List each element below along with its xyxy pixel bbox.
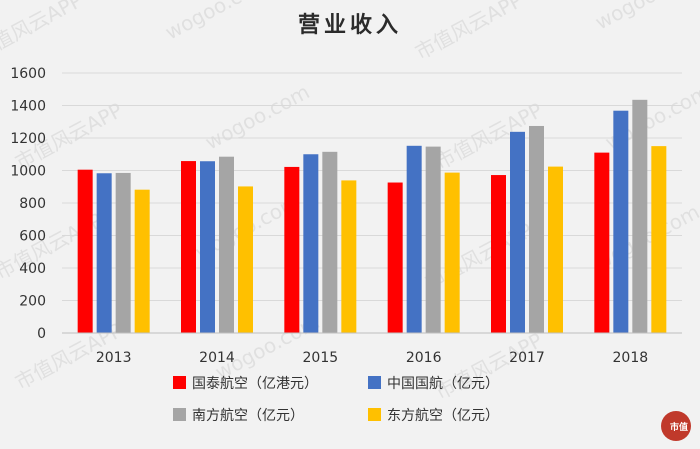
x-tick-label: 2013 (96, 350, 132, 366)
y-tick-label: 1400 (10, 99, 46, 115)
legend-swatch (368, 408, 381, 421)
y-tick-label: 1000 (10, 164, 46, 180)
watermark-text: 市值风云APP (431, 328, 546, 405)
legend-swatch (368, 376, 381, 389)
bar (284, 166, 300, 333)
bar (115, 172, 131, 333)
bar (322, 151, 338, 333)
bar (303, 154, 319, 333)
logo-text: 市值 (670, 421, 688, 433)
grid-lines (62, 72, 682, 301)
logo-badge (661, 411, 691, 441)
legend: 国泰航空（亿港元） 中国国航（亿元） 南方航空（亿元） 东方航空（亿元） (173, 376, 499, 424)
bar (238, 186, 253, 333)
bar (341, 180, 357, 333)
bar (510, 131, 525, 333)
watermark-text: 市值风云APP (0, 0, 86, 64)
y-tick-label: 1600 (10, 66, 46, 82)
y-tick-label: 0 (37, 326, 46, 342)
bar (651, 146, 667, 333)
watermark-text: 市值风云APP (411, 0, 526, 64)
bar (594, 152, 610, 333)
y-tick-label: 200 (19, 294, 46, 310)
bar (96, 173, 112, 333)
y-tick-label: 800 (19, 196, 46, 212)
bar (134, 189, 150, 333)
bar (387, 182, 403, 333)
bar (613, 110, 629, 333)
bars (77, 99, 667, 333)
bar (181, 161, 196, 333)
y-tick-label: 600 (19, 229, 46, 245)
legend-swatch (173, 376, 186, 389)
watermark-text: wogoo.com (591, 0, 700, 34)
bar (491, 175, 506, 333)
chart-title: 营业收入 (298, 12, 402, 38)
bar (529, 125, 544, 333)
brand-logo: 市值 (661, 411, 691, 441)
x-tick-label: 2017 (509, 350, 545, 366)
legend-label: 东方航空（亿元） (387, 408, 499, 424)
watermark-text: wogoo.com (161, 0, 273, 44)
y-tick-label: 400 (19, 261, 46, 277)
legend-label: 国泰航空（亿港元） (192, 376, 318, 392)
bar (444, 172, 460, 333)
bar (200, 161, 215, 333)
x-tick-label: 2016 (406, 350, 442, 366)
legend-label: 中国国航（亿元） (387, 376, 499, 392)
watermark-text: wogoo.com (201, 79, 313, 154)
bar (77, 169, 93, 333)
x-tick-label: 2014 (199, 350, 235, 366)
x-tick-label: 2018 (613, 350, 649, 366)
y-tick-label: 1200 (10, 131, 46, 147)
bar (219, 156, 234, 333)
bar (632, 99, 648, 333)
x-axis-ticks: 2013 2014 2015 2016 2017 2018 (96, 350, 648, 366)
y-axis-ticks: 0 200 400 600 800 1000 1200 1400 1600 (10, 66, 46, 342)
legend-swatch (173, 408, 186, 421)
bar (425, 146, 441, 333)
bar (406, 145, 422, 333)
bar (548, 166, 563, 333)
x-tick-label: 2015 (303, 350, 339, 366)
legend-label: 南方航空（亿元） (192, 408, 304, 424)
